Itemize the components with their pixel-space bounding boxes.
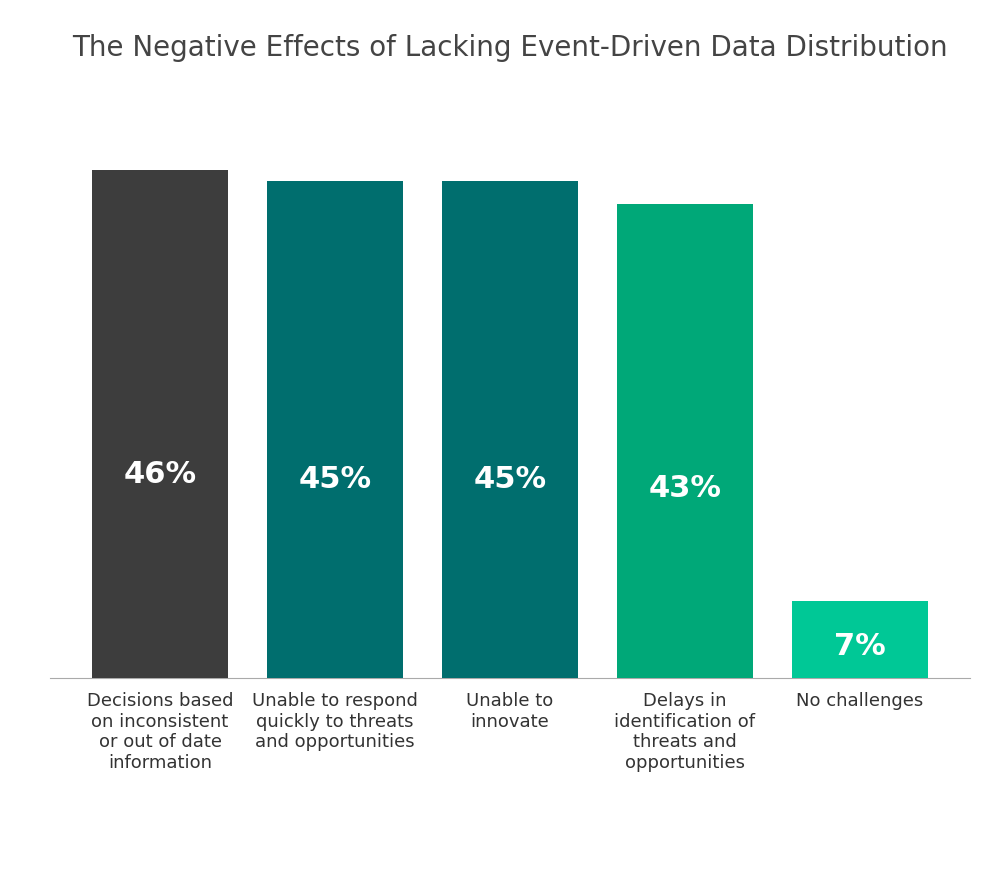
Text: 45%: 45% — [298, 465, 372, 494]
Bar — [792, 600, 928, 678]
Text: 43%: 43% — [648, 474, 721, 502]
Text: 45%: 45% — [473, 465, 547, 494]
Bar — [442, 182, 578, 678]
Text: 7%: 7% — [834, 633, 886, 661]
Bar — [267, 182, 403, 678]
Bar — [617, 203, 753, 678]
Bar — [92, 170, 228, 678]
Title: The Negative Effects of Lacking Event-Driven Data Distribution: The Negative Effects of Lacking Event-Dr… — [72, 34, 948, 62]
Text: 46%: 46% — [123, 461, 197, 489]
